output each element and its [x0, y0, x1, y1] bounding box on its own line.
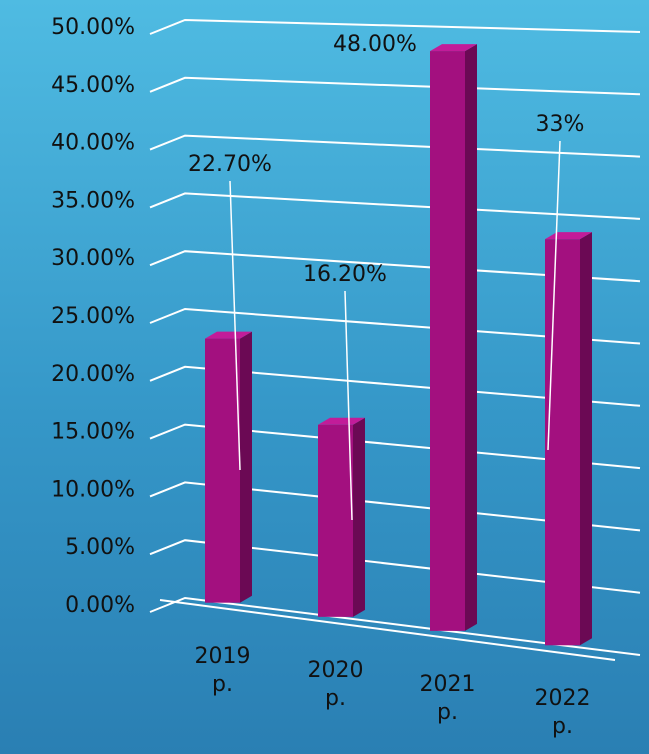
grid-line: [149, 192, 641, 220]
grid-line: [149, 307, 641, 345]
value-label: 16.20%: [303, 262, 387, 287]
y-tick-label: 20.00%: [51, 362, 135, 387]
bar-side: [580, 232, 592, 646]
y-tick-label: 45.00%: [51, 73, 135, 98]
grid-line: [149, 596, 641, 656]
bar-side: [465, 44, 477, 631]
bar-top: [205, 331, 252, 339]
y-tick-label: 30.00%: [51, 246, 135, 271]
y-tick-label: 0.00%: [65, 593, 135, 618]
x-tick-label: 2019 р.: [194, 643, 251, 697]
y-tick-label: 10.00%: [51, 477, 135, 502]
floor-edge: [159, 599, 616, 661]
bar-top: [430, 44, 477, 52]
value-label: 33%: [536, 112, 585, 137]
bar: [545, 239, 580, 646]
x-tick-label: 2020 р.: [307, 657, 364, 711]
value-label: 48.00%: [333, 32, 417, 57]
bar-side: [240, 331, 252, 603]
grid-line: [149, 18, 641, 35]
x-tick-label: 2022 р.: [534, 686, 591, 740]
y-tick-label: 40.00%: [51, 131, 135, 156]
bar-top: [318, 417, 365, 425]
grid-line: [149, 481, 641, 532]
y-tick-label: 50.00%: [51, 15, 135, 40]
x-tick-label: 2021 р.: [419, 671, 476, 725]
grid-line: [149, 76, 641, 96]
bar: [318, 424, 353, 617]
leader-line: [547, 140, 561, 451]
bar-side: [353, 417, 365, 617]
bar: [205, 338, 240, 603]
grid-line: [149, 365, 641, 407]
y-tick-label: 5.00%: [65, 535, 135, 560]
y-tick-label: 35.00%: [51, 188, 135, 213]
y-tick-label: 25.00%: [51, 304, 135, 329]
grid-line: [149, 539, 641, 594]
leader-line: [344, 290, 353, 521]
bar: [430, 51, 465, 631]
value-label: 22.70%: [188, 152, 272, 177]
grid-line: [149, 134, 641, 158]
grid-line: [149, 250, 641, 283]
grid-line: [149, 423, 641, 470]
leader-line: [229, 180, 241, 471]
y-tick-label: 15.00%: [51, 420, 135, 445]
